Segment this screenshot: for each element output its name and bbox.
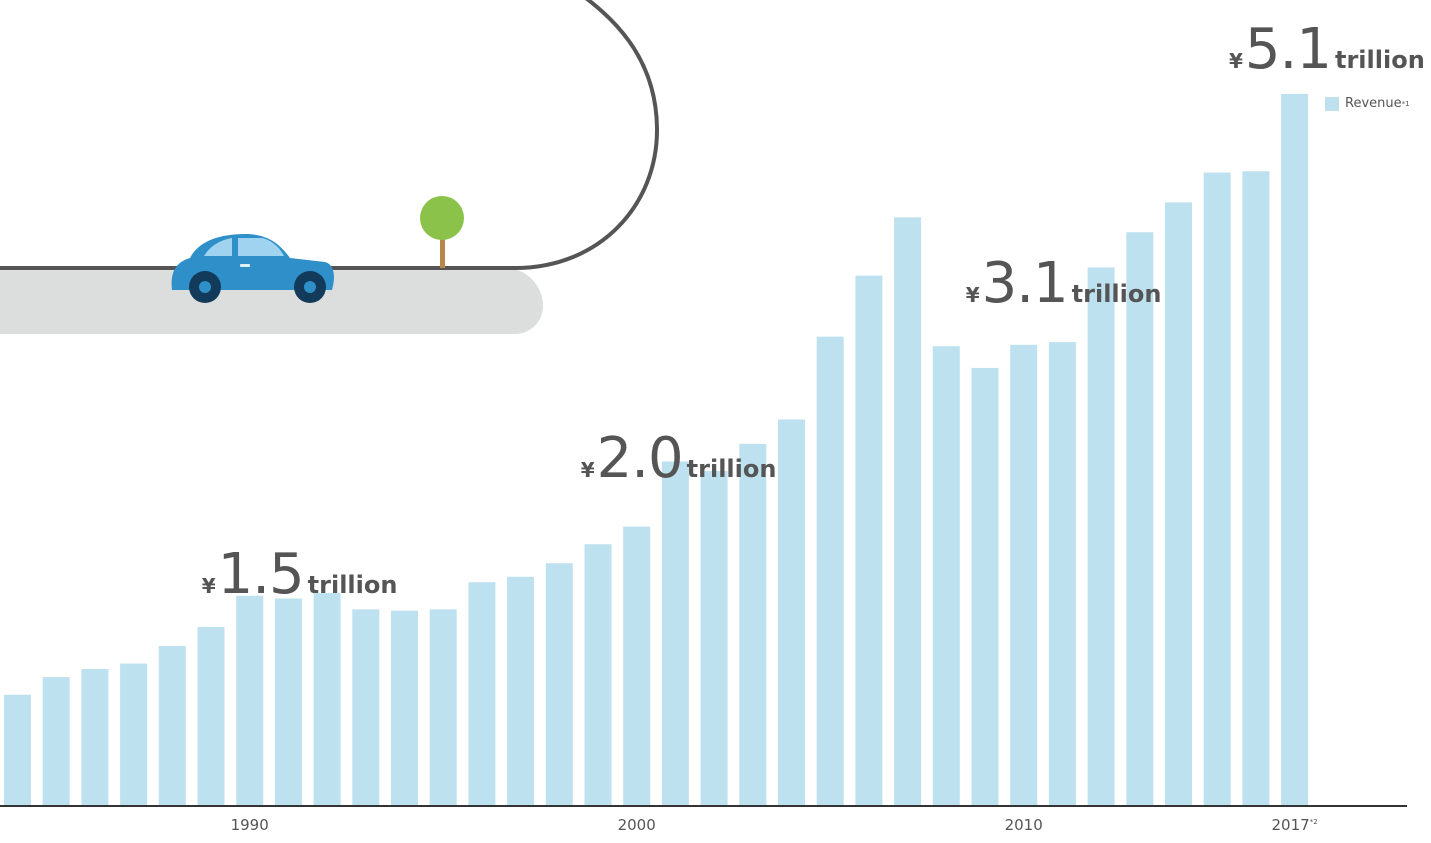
road-shadow	[0, 268, 543, 334]
bar-2015	[1203, 172, 1231, 806]
annotation-value: 1.5	[217, 541, 305, 607]
annotation-currency: ¥	[1229, 48, 1243, 73]
bar-2003	[739, 443, 767, 806]
legend-label: Revenue	[1345, 96, 1402, 111]
bar-1990	[236, 595, 264, 806]
bar-1993	[352, 609, 380, 806]
bar-2017	[1281, 93, 1309, 807]
annotation-5-1-trillion: ¥5.1 trillion	[1229, 21, 1425, 78]
car-window-rear	[204, 238, 232, 256]
annotation-unit: trillion	[1071, 280, 1162, 309]
annotation-currency: ¥	[965, 283, 980, 308]
bar-2010	[1010, 344, 1038, 806]
x-tick-label-1990: 1990	[231, 816, 269, 834]
tree-trunk	[440, 225, 445, 268]
annotation-value: 3.1	[981, 251, 1069, 317]
car-door-handle	[240, 264, 250, 267]
annotation-1-5-trillion: ¥1.5 trillion	[201, 546, 398, 603]
car-hub-rear	[199, 281, 211, 293]
bar-1987	[120, 663, 148, 806]
annotation-currency: ¥	[201, 573, 216, 598]
x-tick-text: 1990	[230, 816, 269, 834]
bar-1994	[391, 610, 418, 806]
bar-1996	[468, 582, 496, 806]
car-hub-front	[304, 281, 316, 293]
tree-crown	[420, 196, 464, 240]
bar-2001	[661, 461, 689, 806]
bar-2005	[816, 336, 844, 806]
bar-1999	[584, 544, 612, 806]
x-tick-text: 2010	[1004, 816, 1043, 834]
annotation-2-0-trillion: ¥2.0 trillion	[581, 431, 777, 487]
bar-1992	[313, 593, 341, 806]
bar-1985	[42, 677, 70, 806]
annotation-unit: trillion	[1334, 45, 1425, 74]
x-tick-label-2017: 2017*2	[1272, 816, 1318, 834]
bar-2011	[1048, 342, 1076, 806]
annotation-value: 5.1	[1244, 16, 1332, 82]
bar-2002	[700, 470, 728, 806]
annotation-3-1-trillion: ¥3.1 trillion	[966, 256, 1162, 312]
x-tick-label-2000: 2000	[618, 816, 656, 834]
bar-2013	[1126, 232, 1154, 806]
bar-1984	[4, 694, 31, 806]
road-illustration	[0, 0, 660, 334]
bar-2016	[1242, 171, 1270, 807]
car-icon	[171, 234, 334, 303]
bar-1995	[429, 609, 457, 806]
bar-2008	[932, 346, 960, 806]
bar-2009	[971, 367, 999, 806]
annotation-currency: ¥	[580, 458, 595, 483]
legend-footnote-mark: *1	[1401, 99, 1410, 108]
bar-1986	[81, 669, 109, 806]
car-window-front	[238, 238, 284, 256]
legend-swatch	[1325, 96, 1339, 111]
bar-1991	[274, 598, 302, 806]
bars-group	[4, 93, 1309, 807]
x-tick-text: 2000	[617, 816, 656, 834]
bar-1989	[197, 626, 225, 806]
bar-1988	[158, 645, 186, 806]
bar-2004	[778, 419, 805, 806]
x-tick-text: 2017	[1271, 816, 1310, 834]
bar-1997	[507, 576, 535, 806]
annotation-unit: trillion	[686, 455, 777, 484]
x-tick-footnote-mark: *2	[1309, 818, 1318, 826]
legend: Revenue *1	[1325, 96, 1410, 111]
annotation-value: 2.0	[596, 426, 684, 492]
bar-2000	[623, 526, 651, 806]
annotation-unit: trillion	[307, 570, 398, 599]
road-loop-line	[0, 0, 660, 270]
bar-2014	[1165, 202, 1192, 806]
bar-1998	[545, 563, 573, 806]
bar-2012	[1087, 267, 1115, 806]
x-tick-label-2010: 2010	[1005, 816, 1043, 834]
tree-icon	[420, 196, 464, 268]
bar-2006	[855, 275, 883, 806]
bar-2007	[894, 217, 922, 806]
